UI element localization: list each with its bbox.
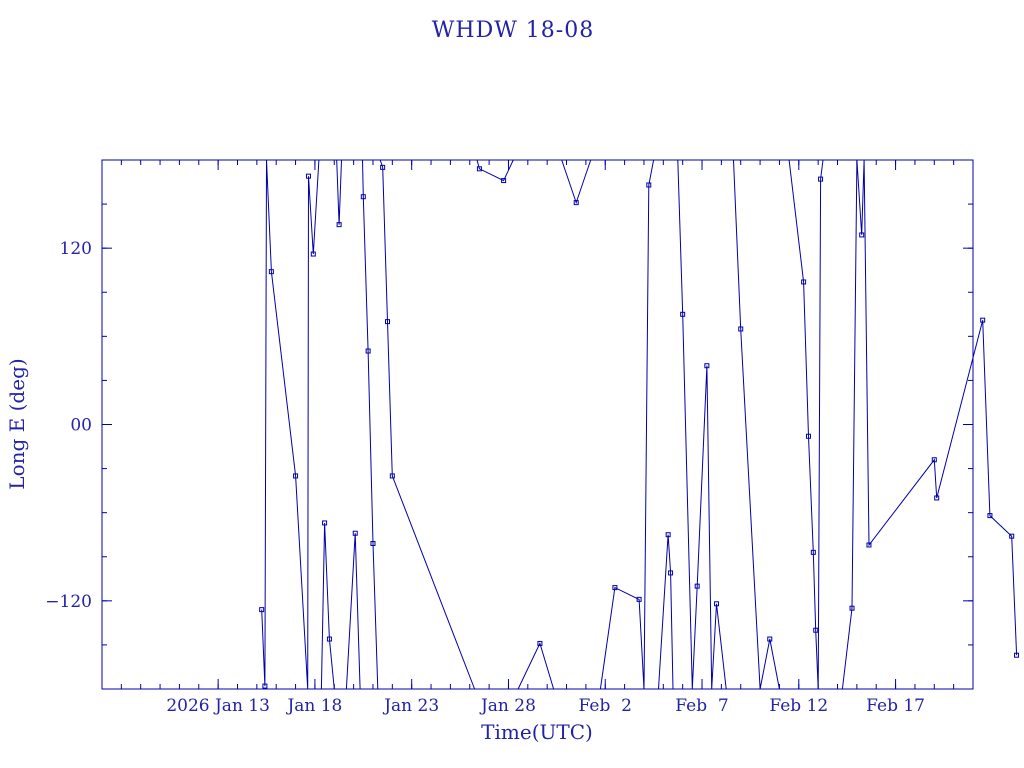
y-tick-label: −120 — [45, 592, 92, 612]
chart-title: WHDW 18-08 — [432, 18, 594, 43]
x-tick-label: Feb 12 — [769, 696, 828, 716]
data-point — [931, 457, 937, 463]
data-point — [352, 530, 358, 536]
data-point — [738, 326, 744, 332]
data-point — [1009, 533, 1015, 539]
data-point — [668, 570, 674, 576]
data-point — [384, 319, 390, 325]
plot-frame — [101, 159, 974, 690]
data-point — [262, 683, 268, 689]
data-point — [1014, 652, 1020, 658]
data-point — [389, 473, 395, 479]
series-layer — [259, 159, 1020, 690]
data-point — [293, 473, 299, 479]
data-point — [704, 363, 710, 369]
x-tick-label: Jan 18 — [285, 696, 342, 716]
data-point — [767, 636, 773, 642]
y-tick-label: 120 — [60, 239, 92, 259]
x-axis-label: Time(UTC) — [481, 720, 593, 744]
data-point — [310, 251, 316, 257]
x-tick-label: Feb 17 — [866, 696, 925, 716]
data-point — [987, 513, 993, 519]
tick-labels: 2026 Jan 13 Jan 18 Jan 23 Jan 28 Feb 2 Feb 7 F… — [45, 239, 925, 716]
data-point — [813, 627, 819, 633]
data-point — [801, 279, 807, 285]
data-point — [326, 636, 332, 642]
data-point — [980, 317, 986, 323]
x-tick-label: Feb 2 — [579, 696, 632, 716]
data-point — [818, 176, 824, 182]
data-point — [714, 601, 720, 607]
x-tick-label: Jan 28 — [479, 696, 536, 716]
data-point — [934, 495, 940, 501]
y-axis-label: Long E (deg) — [5, 358, 29, 489]
x-tick-label: Jan 23 — [382, 696, 439, 716]
axis-ticks — [102, 160, 973, 689]
data-point — [380, 164, 386, 170]
data-point — [680, 311, 686, 317]
data-point — [501, 178, 507, 184]
data-point — [259, 607, 265, 613]
data-point — [810, 549, 816, 555]
data-point — [694, 583, 700, 589]
data-point — [370, 541, 376, 547]
data-point — [805, 433, 811, 439]
y-tick-label: 00 — [70, 416, 92, 436]
data-point — [849, 605, 855, 611]
data-point — [859, 232, 865, 238]
data-point — [365, 348, 371, 354]
data-point — [646, 182, 652, 188]
data-point — [360, 194, 366, 200]
data-point — [336, 222, 342, 228]
data-point — [866, 542, 872, 548]
data-point — [476, 166, 482, 172]
data-point — [268, 269, 274, 275]
data-point — [636, 596, 642, 602]
series-line — [261, 159, 1018, 690]
data-point — [573, 200, 579, 206]
x-tick-label: Feb 7 — [675, 696, 728, 716]
data-point — [322, 520, 328, 526]
data-point — [612, 585, 618, 591]
x-tick-label: 2026 Jan 13 — [166, 696, 270, 716]
data-point — [665, 532, 671, 538]
data-point — [305, 173, 311, 179]
data-point — [537, 640, 543, 646]
